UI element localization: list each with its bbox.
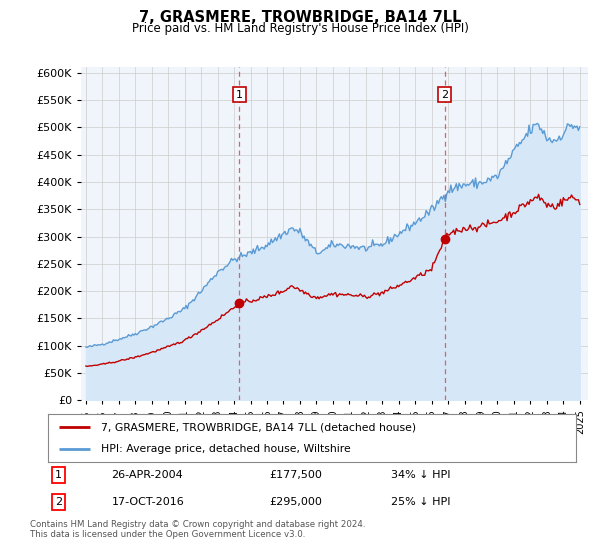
Text: Price paid vs. HM Land Registry's House Price Index (HPI): Price paid vs. HM Land Registry's House …: [131, 22, 469, 35]
Text: 1: 1: [55, 470, 62, 480]
Text: £295,000: £295,000: [270, 497, 323, 507]
Text: 2: 2: [55, 497, 62, 507]
Text: £177,500: £177,500: [270, 470, 323, 480]
Text: 25% ↓ HPI: 25% ↓ HPI: [391, 497, 451, 507]
Text: 26-APR-2004: 26-APR-2004: [112, 470, 183, 480]
Text: 7, GRASMERE, TROWBRIDGE, BA14 7LL: 7, GRASMERE, TROWBRIDGE, BA14 7LL: [139, 10, 461, 25]
Text: 17-OCT-2016: 17-OCT-2016: [112, 497, 184, 507]
Text: HPI: Average price, detached house, Wiltshire: HPI: Average price, detached house, Wilt…: [101, 444, 350, 454]
Text: 7, GRASMERE, TROWBRIDGE, BA14 7LL (detached house): 7, GRASMERE, TROWBRIDGE, BA14 7LL (detac…: [101, 422, 416, 432]
Text: 1: 1: [236, 90, 243, 100]
Text: Contains HM Land Registry data © Crown copyright and database right 2024.
This d: Contains HM Land Registry data © Crown c…: [30, 520, 365, 539]
Text: 2: 2: [441, 90, 448, 100]
Text: 34% ↓ HPI: 34% ↓ HPI: [391, 470, 451, 480]
